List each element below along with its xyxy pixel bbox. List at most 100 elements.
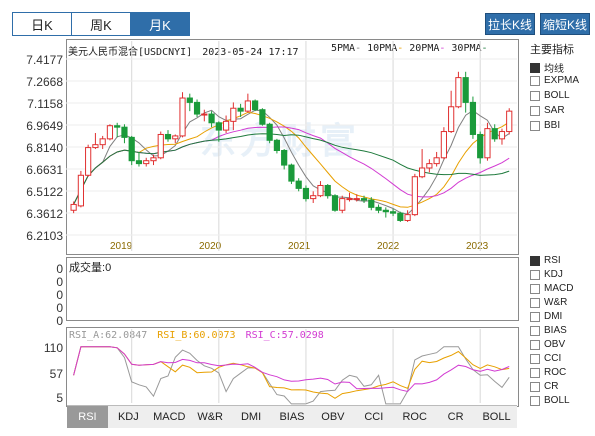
x-tick-2022: 2022 [377, 241, 400, 252]
ma-legend: 5PMA- 10PMA- 20PMA- 30PMA- [331, 43, 488, 54]
period-tabs: 日K 周K 月K [12, 12, 190, 36]
bottom-tab-kdj[interactable]: KDJ [117, 411, 139, 423]
candle-body [339, 198, 346, 211]
candle-body [135, 160, 143, 165]
shrink-k-button[interactable]: 缩短K线 [540, 13, 590, 35]
checkbox-icon [530, 269, 540, 280]
candle-body [411, 176, 418, 216]
sub-ind-cr[interactable]: CR [530, 381, 558, 392]
bottom-tab-macd[interactable]: MACD [153, 411, 186, 423]
main-ind-ma[interactable]: 均线 [530, 60, 564, 75]
x-tick-2021: 2021 [288, 241, 311, 252]
main-ind-bbi[interactable]: BBI [530, 120, 560, 131]
vol-tick-2: 0 [56, 288, 63, 302]
candle-body [186, 97, 193, 103]
candle-body [397, 212, 404, 221]
candle-body [77, 174, 84, 207]
chart-datetime: 2023-05-24 17:17 [202, 47, 299, 58]
candle-body [455, 77, 462, 108]
ma-line-5 [73, 109, 510, 215]
candle-body [404, 214, 411, 221]
candle-body [157, 133, 164, 159]
checkbox-icon [530, 90, 540, 101]
bottom-tab-cci[interactable]: CCI [364, 411, 384, 423]
candle-body [193, 101, 201, 115]
candle-body [440, 131, 447, 159]
bottom-tab-bias[interactable]: BIAS [279, 411, 305, 423]
candle-body [281, 149, 288, 166]
candle-body [498, 131, 506, 140]
main-ind-sar[interactable]: SAR [530, 105, 565, 116]
ma-line-30 [73, 133, 510, 205]
stretch-k-button[interactable]: 拉长K线 [485, 13, 535, 35]
sub-ind-boll[interactable]: BOLL [530, 395, 570, 406]
bottom-tab-wr[interactable]: W&R [197, 411, 223, 423]
candle-body [295, 180, 302, 189]
volume-label: 成交量: [69, 262, 106, 274]
checkbox-icon [530, 297, 540, 308]
volume-panel [66, 257, 519, 321]
checkbox-icon [530, 311, 540, 322]
bottom-tab-boll[interactable]: BOLL [482, 411, 511, 423]
candle-body [121, 126, 128, 138]
candle-body [201, 113, 208, 116]
ma-legend-10: 10PMA- [367, 43, 404, 54]
tab-week-k[interactable]: 周K [72, 13, 131, 35]
volume-value: 0 [105, 262, 112, 274]
candle-body [99, 138, 106, 146]
main-indicators-title: 主要指标 [530, 44, 574, 56]
candle-body [382, 209, 389, 213]
candle-body [172, 135, 179, 140]
candle-body [114, 125, 121, 128]
sub-ind-roc[interactable]: ROC [530, 367, 566, 378]
rsi-a-label: RSI_A:62.0847 [69, 330, 148, 341]
rsi-line-0 [73, 346, 510, 405]
bottom-tab-cr[interactable]: CR [447, 411, 464, 423]
candle-body [92, 144, 99, 149]
chart-header: 美元人民币混合[USDCNYI] 2023-05-24 17:17 [68, 43, 299, 58]
checkbox-icon [530, 283, 540, 294]
candle-body [85, 147, 92, 176]
vol-tick-3: 0 [56, 301, 63, 315]
candle-body [252, 100, 259, 111]
candle-body [222, 120, 230, 131]
sub-ind-rsi[interactable]: RSI [530, 255, 561, 266]
y-tick-7: 6.3612 [26, 207, 63, 221]
ma-legend-5: 5PMA- [331, 43, 362, 54]
sub-ind-dmi[interactable]: DMI [530, 311, 562, 322]
rsi-tick-5: 5 [56, 391, 63, 405]
sub-ind-obv[interactable]: OBV [530, 339, 565, 350]
volume-header: 成交量:0 [69, 259, 111, 275]
sub-ind-wr[interactable]: W&R [530, 297, 567, 308]
candle-body [237, 107, 244, 112]
sub-ind-cci[interactable]: CCI [530, 353, 561, 364]
main-ind-expma[interactable]: EXPMA [530, 75, 579, 86]
bottom-tab-dmi[interactable]: DMI [240, 411, 262, 423]
candle-body [462, 77, 469, 103]
sub-ind-bias[interactable]: BIAS [530, 325, 567, 336]
checkbox-icon [530, 353, 540, 364]
checkbox-icon [530, 325, 540, 336]
candle-body [310, 195, 317, 200]
candle-body [368, 199, 375, 208]
rsi-legend: RSI_A:62.0847 RSI_B:60.0073 RSI_C:57.029… [69, 330, 324, 341]
candle-body [375, 206, 382, 211]
candle-body [288, 164, 295, 182]
sub-ind-kdj[interactable]: KDJ [530, 269, 563, 280]
chart-title: 美元人民币混合[USDCNYI] [68, 47, 193, 58]
x-tick-2019: 2019 [110, 241, 133, 252]
checkbox-icon [530, 62, 540, 73]
rsi-c-label: RSI_C:57.0298 [245, 330, 324, 341]
y-tick-2: 7.1158 [27, 97, 63, 111]
bottom-tab-rsi[interactable]: RSI [67, 406, 108, 428]
y-tick-0: 7.4177 [26, 53, 63, 67]
candle-body [317, 184, 324, 197]
bottom-tab-roc[interactable]: ROC [402, 411, 427, 423]
main-ind-boll[interactable]: BOLL [530, 90, 570, 101]
tab-month-k[interactable]: 月K [131, 13, 189, 35]
candle-body [506, 110, 513, 133]
candle-body [259, 109, 266, 125]
bottom-tab-obv[interactable]: OBV [321, 411, 345, 423]
tab-day-k[interactable]: 日K [13, 13, 72, 35]
sub-ind-macd[interactable]: MACD [530, 283, 573, 294]
